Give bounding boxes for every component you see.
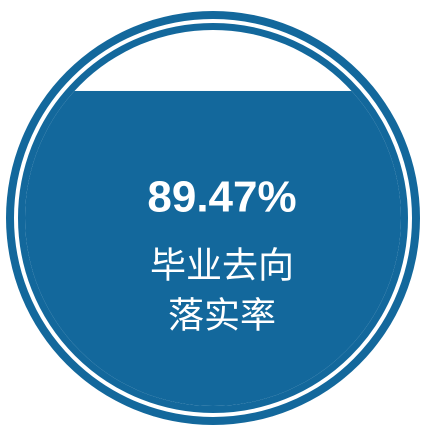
gauge-body (25, 30, 401, 406)
label-line: 毕业去向 (150, 245, 294, 286)
white-ring (14, 19, 412, 417)
liquid-fill (25, 90, 401, 406)
label-line: 落实率 (168, 295, 276, 336)
value-label: 89.47% (147, 173, 296, 222)
